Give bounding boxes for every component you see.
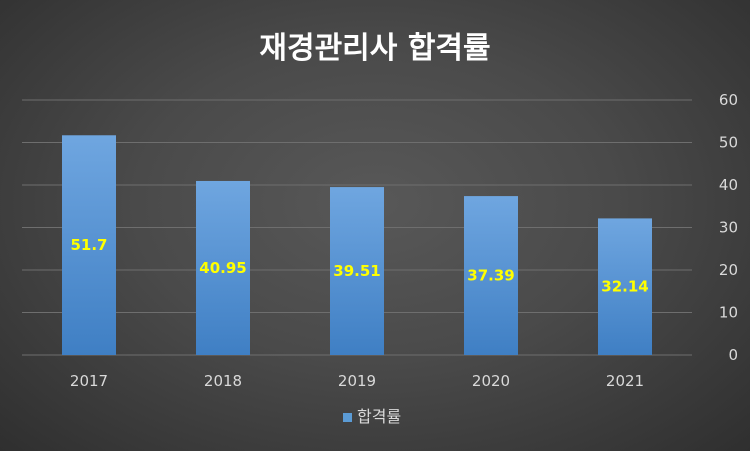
legend-swatch	[343, 413, 352, 422]
data-labels: 51.7 40.95 39.51 37.39 32.14	[70, 236, 648, 296]
chart-title: 재경관리사 합격률	[259, 31, 490, 66]
legend-label: 합격률	[357, 407, 401, 426]
y-tick-label: 40	[719, 176, 738, 194]
x-tick-label: 2019	[338, 372, 376, 390]
y-tick-label: 10	[719, 304, 738, 322]
data-label-2018: 40.95	[199, 259, 246, 277]
y-tick-label: 20	[719, 261, 738, 279]
data-label-2021: 32.14	[601, 278, 648, 296]
data-label-2017: 51.7	[70, 236, 107, 254]
y-tick-label: 60	[719, 91, 738, 109]
bar-2018	[196, 180, 250, 355]
bar-2019	[330, 187, 384, 355]
x-axis-ticks: 2017 2018 2019 2020 2021	[70, 372, 644, 390]
x-tick-label: 2020	[472, 372, 510, 390]
y-tick-label: 30	[719, 219, 738, 237]
x-tick-label: 2017	[70, 372, 108, 390]
bar-2020	[464, 196, 518, 355]
bars	[62, 135, 652, 355]
data-label-2020: 37.39	[467, 267, 514, 285]
data-label-2019: 39.51	[333, 262, 380, 280]
y-tick-label: 50	[719, 134, 738, 152]
x-tick-label: 2018	[204, 372, 242, 390]
legend: 합격률	[343, 407, 401, 426]
bar-2017	[62, 135, 116, 355]
bar-2021	[598, 218, 652, 355]
x-tick-label: 2021	[606, 372, 644, 390]
y-axis-ticks: 0 10 20 30 40 50 60	[719, 91, 738, 364]
y-tick-label: 0	[728, 346, 738, 364]
